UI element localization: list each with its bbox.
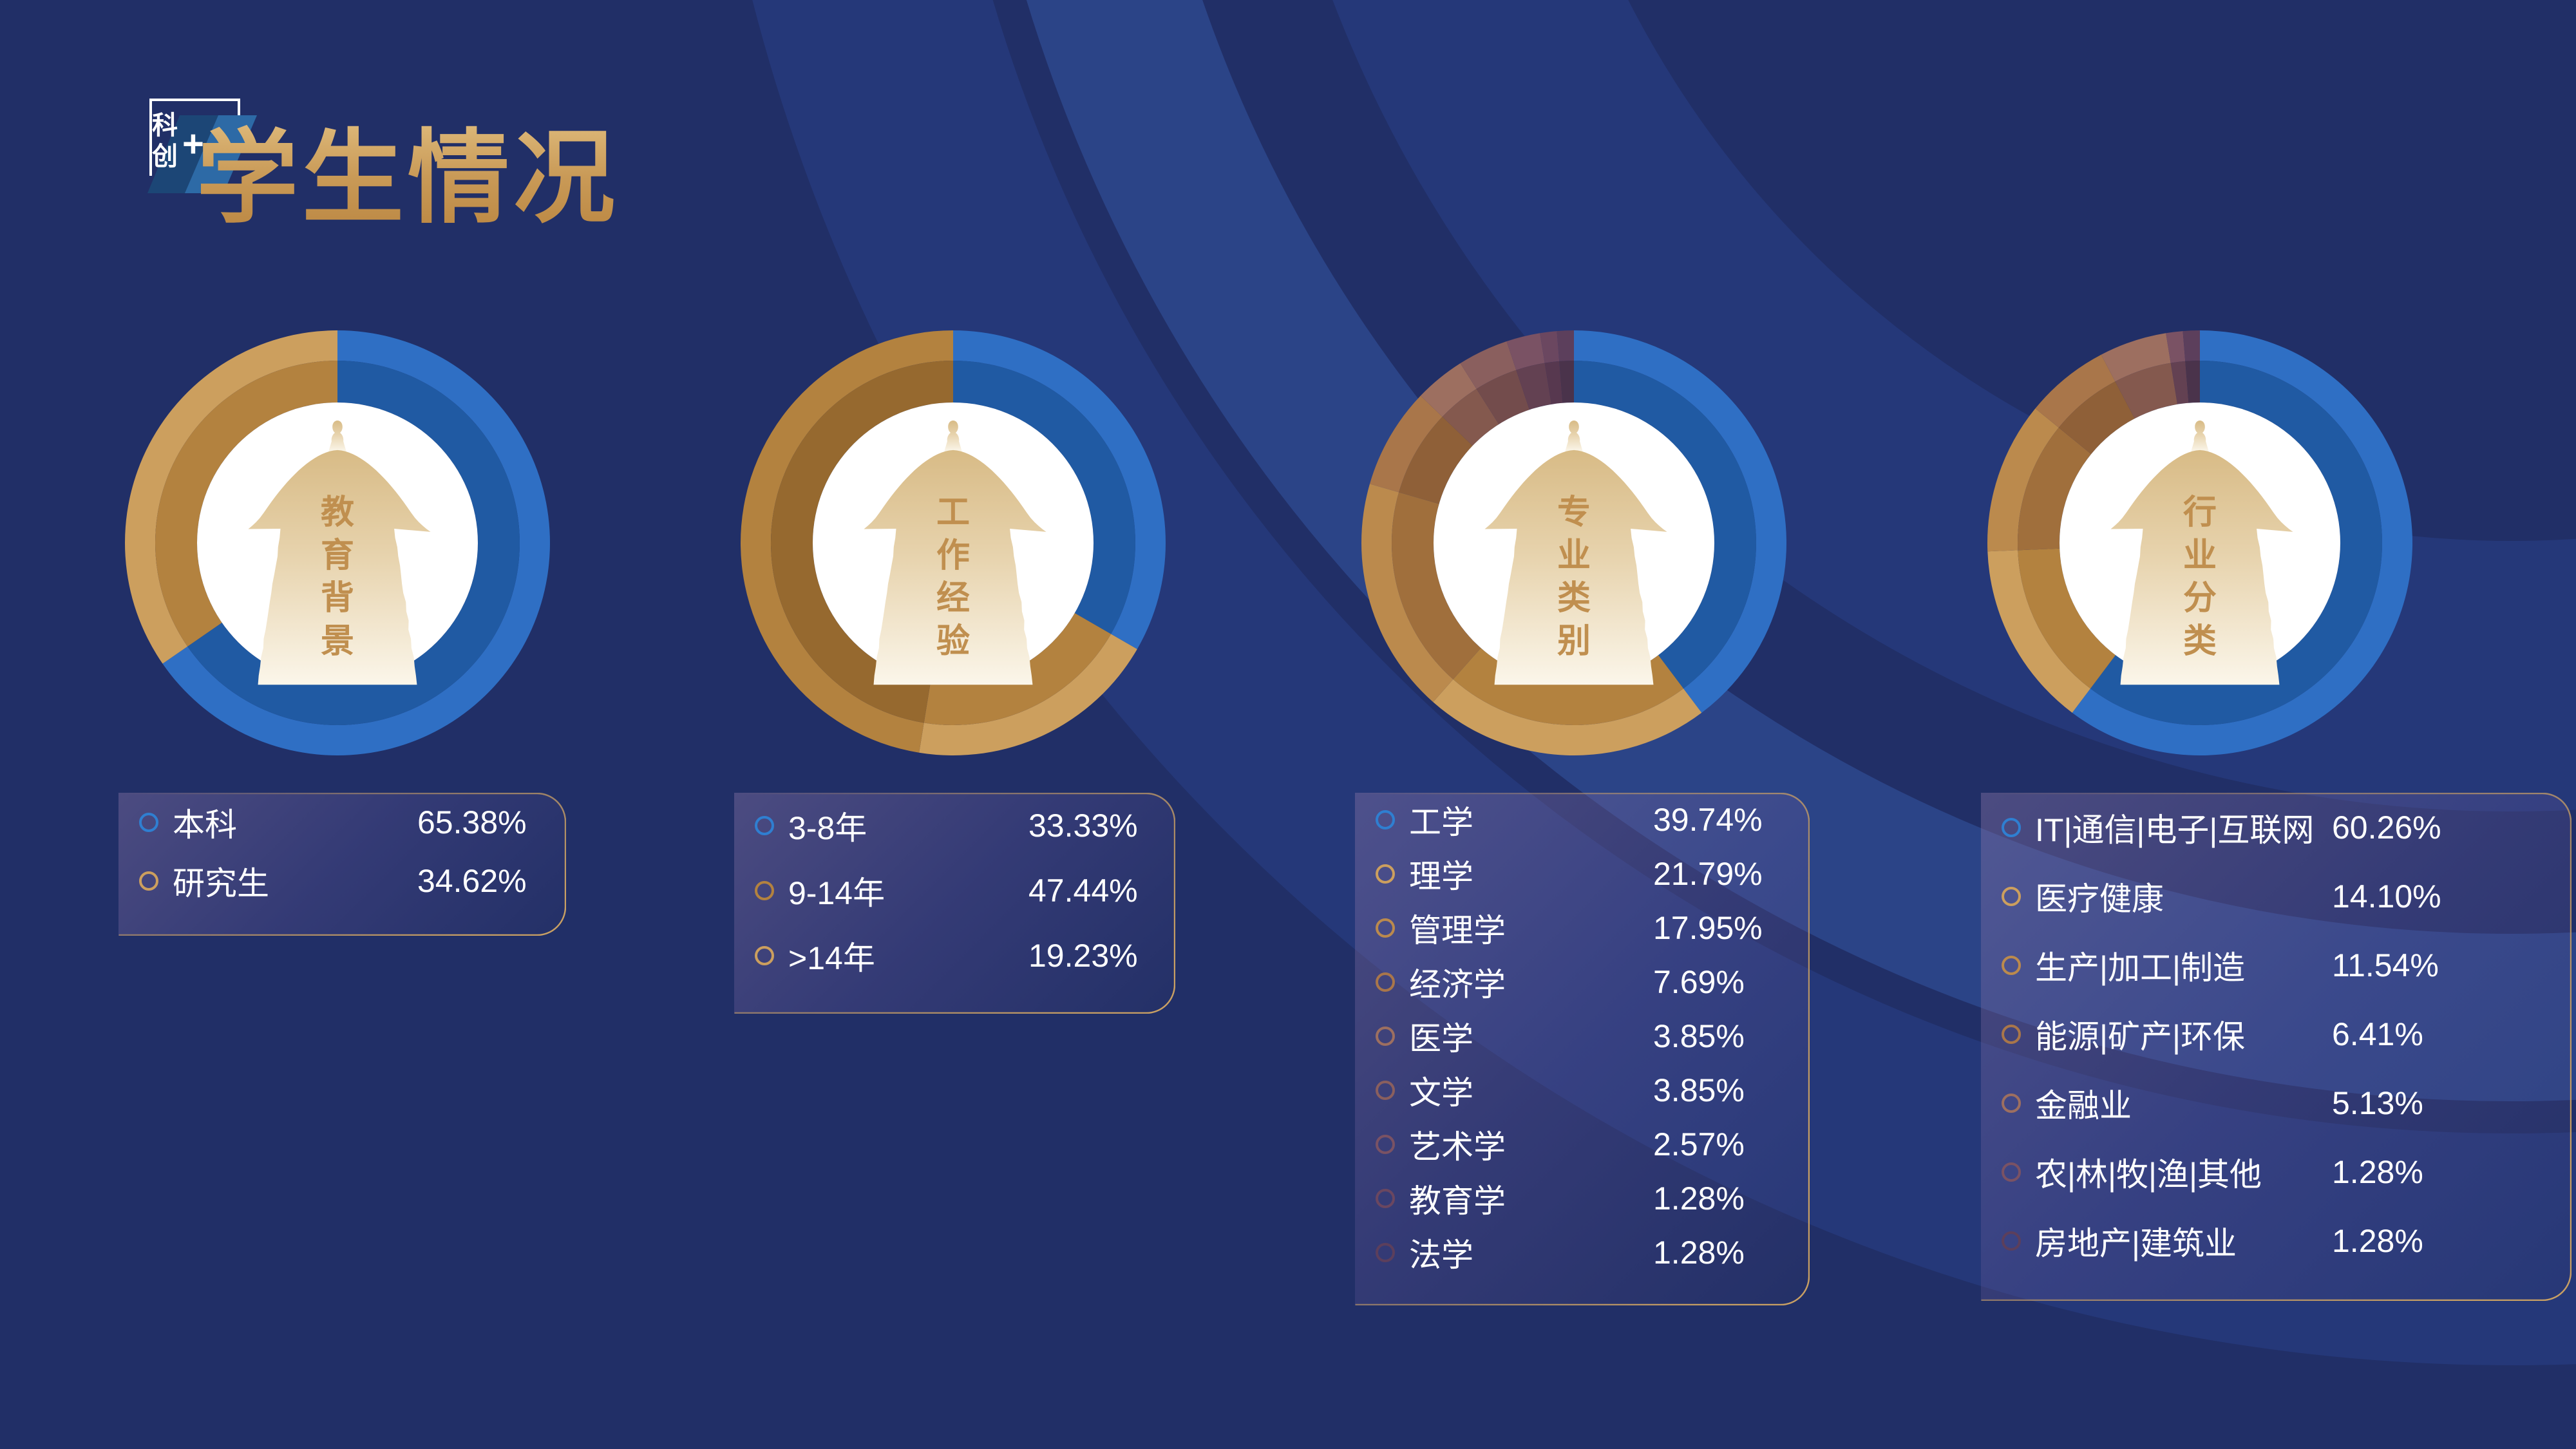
svg-text:创: 创: [152, 142, 178, 171]
svg-text:科: 科: [152, 111, 178, 140]
